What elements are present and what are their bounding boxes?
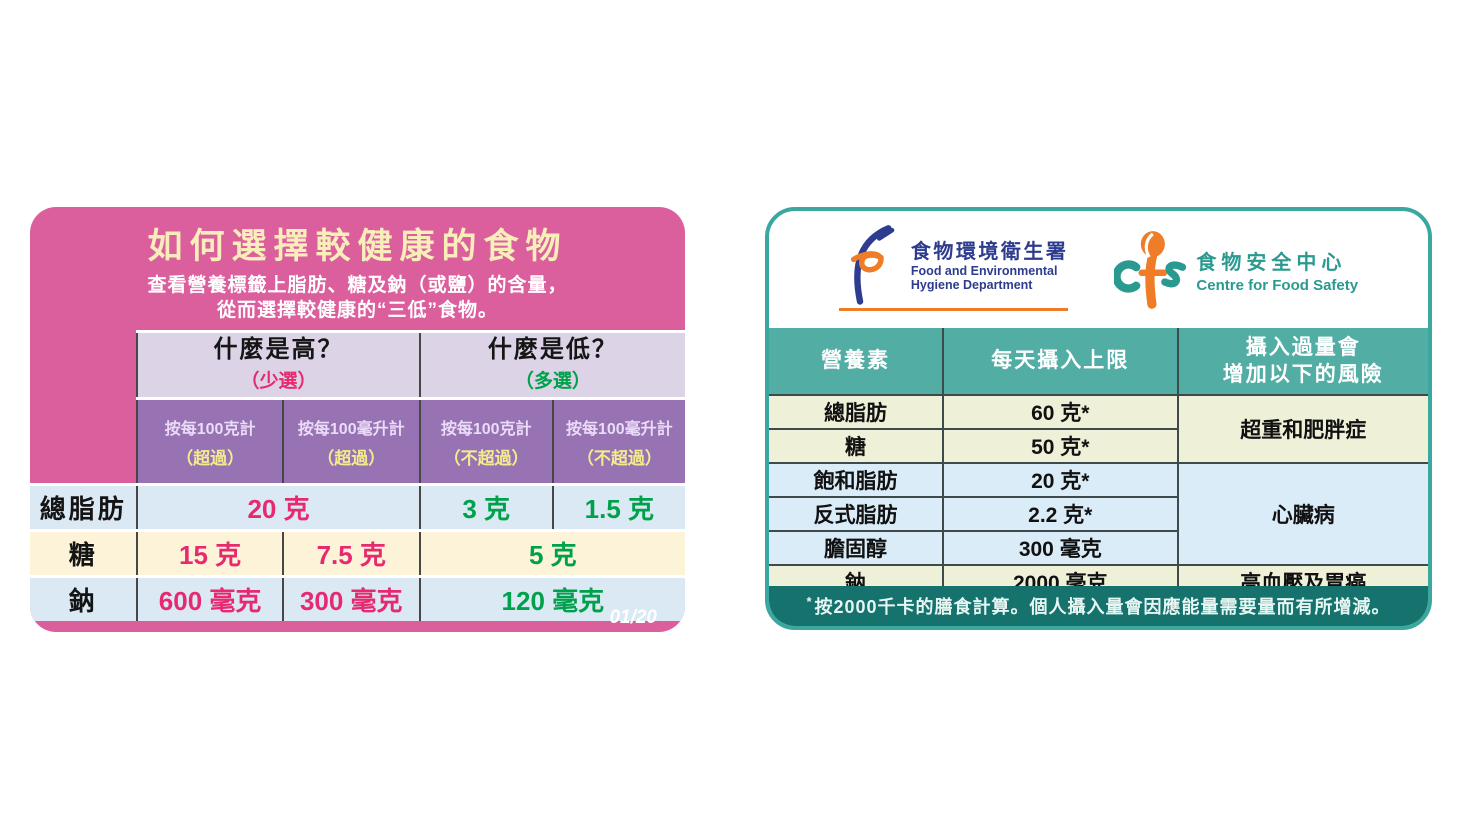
row-total-fat: 總脂肪 60 克* 超重和肥胖症 <box>769 394 1428 464</box>
header-what-is-low: 什麼是低？ （多選） <box>419 330 685 399</box>
sodium-high-per100g: 600 毫克 <box>137 575 284 621</box>
note-choose-less: （少選） <box>240 371 317 393</box>
sugar-high-per100g: 15 克 <box>137 529 284 577</box>
cfs-logo-icon <box>1114 230 1187 309</box>
footnote-text: 按2000千卡的膳食計算。個人攝入量會因應能量需要量而有所增減。 <box>814 597 1391 617</box>
logos-row: 食物環境衛生署 Food and Environmental Hygiene D… <box>769 211 1428 328</box>
saturated-fat-limit: 20 克* <box>941 462 1179 498</box>
subtitle-line-2: 從而選擇較健康的“三低”食物。 <box>216 300 498 322</box>
header-daily-limit: 每天攝入上限 <box>941 328 1179 396</box>
row-saturated-fat: 飽和脂肪 20 克* 心臟病 <box>769 462 1428 566</box>
table-row-total-fat: 總脂肪 20 克 3 克 1.5 克 <box>30 483 685 531</box>
total-fat-low-per100g: 3 克 <box>419 483 554 531</box>
high-low-threshold-table: 什麼是高？ （少選） 什麼是低？ （多選） 按每100克計 （超過） 按每100… <box>30 330 685 621</box>
cfs-logo-block: 食物安全中心 Centre for Food Safety <box>1114 228 1358 312</box>
page-number: 01/20 <box>609 607 657 628</box>
sugar-high-per100ml: 7.5 克 <box>282 529 421 577</box>
daily-intake-card: 食物環境衛生署 Food and Environmental Hygiene D… <box>765 207 1432 630</box>
fehd-chinese-name: 食物環境衛生署 <box>910 240 1069 263</box>
left-card-subtitle: 查看營養標籤上脂肪、糖及鈉（或鹽）的含量， 從而選擇較健康的“三低”食物。 <box>30 273 685 323</box>
cfs-logo-text: 食物安全中心 Centre for Food Safety <box>1196 246 1358 294</box>
total-fat-low-per100ml: 1.5 克 <box>552 483 685 531</box>
subheader-row: 按每100克計 （超過） 按每100毫升計 （超過） 按每100克計 （不超過）… <box>30 397 685 485</box>
header-what-is-high: 什麼是高？ （少選） <box>137 330 421 399</box>
trans-fat-limit: 2.2 克* <box>941 496 1178 532</box>
risk-heart-disease: 心臟病 <box>1176 462 1428 566</box>
left-card-title: 如何選擇較健康的食物 <box>147 227 568 266</box>
fehd-english-name-line2: Hygiene Department <box>910 278 1033 292</box>
total-fat-limit: 60 克* <box>941 394 1179 430</box>
cholesterol-limit: 300 毫克 <box>941 530 1178 566</box>
intake-header-row: 營養素 每天攝入上限 攝入過量會 增加以下的風險 <box>769 328 1428 396</box>
row-cholesterol: 膽固醇 300 毫克 <box>769 530 1428 566</box>
subheader-per100g-not-exceed: 按每100克計 （不超過） <box>419 397 554 485</box>
fehd-logo-block: 食物環境衛生署 Food and Environmental Hygiene D… <box>838 221 1069 319</box>
header-nutrient: 營養素 <box>769 328 944 396</box>
risk-overweight-obesity: 超重和肥胖症 <box>1176 394 1428 464</box>
sodium-low-value: 120 毫克 <box>419 575 685 621</box>
blank-corner-cell <box>30 331 139 486</box>
footnote-bar: * 按2000千卡的膳食計算。個人攝入量會因應能量需要量而有所增減。 <box>769 586 1428 626</box>
group-header-row: 什麼是高？ （少選） 什麼是低？ （多選） <box>30 330 685 486</box>
healthier-food-card: 如何選擇較健康的食物 查看營養標籤上脂肪、糖及鈉（或鹽）的含量， 從而選擇較健康… <box>30 207 685 632</box>
table-row-sugar: 糖 15 克 7.5 克 5 克 <box>30 529 685 577</box>
row-sugar: 糖 50 克* <box>769 428 1428 464</box>
fehd-orange-underline <box>838 307 1069 311</box>
subheader-per100ml-not-exceed: 按每100毫升計 （不超過） <box>552 397 685 485</box>
subheader-per100g-exceed: 按每100克計 （超過） <box>137 397 284 485</box>
intake-limit-table: 營養素 每天攝入上限 攝入過量會 增加以下的風險 總脂肪 60 克* 超重和肥胖… <box>769 328 1428 598</box>
total-fat-high-value: 20 克 <box>137 483 421 531</box>
fehd-english-name-line1: Food and Environmental <box>910 263 1058 278</box>
fehd-logo-text: 食物環境衛生署 Food and Environmental Hygiene D… <box>911 235 1069 293</box>
cfs-english-name: Centre for Food Safety <box>1196 276 1359 294</box>
footnote-asterisk: * <box>806 593 813 609</box>
row-trans-fat: 反式脂肪 2.2 克* <box>769 496 1428 532</box>
sodium-high-per100ml: 300 毫克 <box>282 575 421 621</box>
subtitle-line-1: 查看營養標籤上脂肪、糖及鈉（或鹽）的含量， <box>147 275 568 296</box>
fehd-swoosh-icon <box>850 224 895 305</box>
note-choose-more: （多選） <box>514 371 591 393</box>
left-card-footer: 01/20 <box>30 604 685 632</box>
subheader-per100ml-exceed: 按每100毫升計 （超過） <box>282 397 421 485</box>
sugar-limit: 50 克* <box>941 428 1178 464</box>
cfs-chinese-name: 食物安全中心 <box>1196 251 1347 274</box>
table-row-sodium: 鈉 600 毫克 300 毫克 120 毫克 <box>30 575 685 621</box>
header-risk: 攝入過量會 增加以下的風險 <box>1176 328 1428 396</box>
sugar-low-value: 5 克 <box>419 529 685 577</box>
